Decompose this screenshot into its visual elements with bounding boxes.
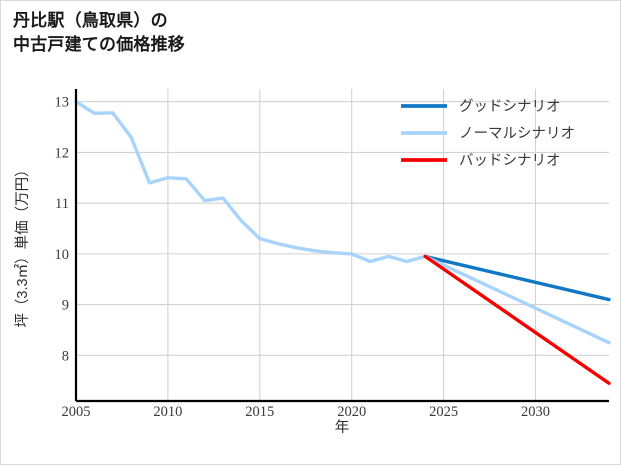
series-line	[423, 254, 611, 302]
y-axis-title: 坪（3.3㎡）単価（万円）	[14, 162, 31, 327]
x-tick-label: 2005	[62, 404, 91, 420]
chart-title: 丹比駅（鳥取県）の 中古戸建ての価格推移	[13, 11, 185, 55]
y-tick-label: 9	[62, 298, 69, 314]
series-group	[74, 99, 611, 385]
x-tick-label: 2020	[337, 404, 366, 420]
y-tick-label: 12	[55, 145, 70, 161]
x-tick-label: 2025	[429, 404, 458, 420]
legend-label: バッドシナリオ	[459, 153, 561, 169]
x-tick-label: 2015	[245, 404, 274, 420]
axis-spines	[74, 89, 609, 403]
series-line	[74, 99, 427, 264]
y-tick-label: 11	[55, 196, 69, 212]
x-tick-label: 2030	[521, 404, 550, 420]
legend-label: グッドシナリオ	[459, 98, 561, 115]
x-tick-labels: 2005 2010 2015 2020 2025 2030	[62, 404, 550, 420]
x-tick-label: 2010	[153, 404, 182, 420]
y-tick-label: 8	[62, 348, 69, 364]
y-tick-label: 13	[55, 95, 70, 111]
series-line	[423, 254, 611, 345]
legend-label: ノーマルシナリオ	[459, 126, 575, 142]
series-line	[423, 254, 611, 385]
y-tick-labels: 8 9 10 11 12 13	[55, 95, 70, 365]
x-axis-title: 年	[335, 419, 350, 436]
y-tick-label: 10	[55, 247, 70, 263]
